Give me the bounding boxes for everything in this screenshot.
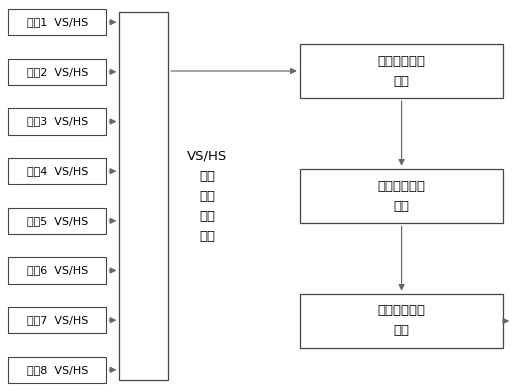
Text: 通道2  VS/HS: 通道2 VS/HS	[27, 67, 88, 77]
FancyBboxPatch shape	[8, 307, 107, 334]
Text: 通道7  VS/HS: 通道7 VS/HS	[27, 315, 88, 325]
FancyBboxPatch shape	[300, 294, 504, 348]
FancyBboxPatch shape	[8, 357, 107, 383]
Text: 数据组合转换
模块: 数据组合转换 模块	[377, 180, 425, 212]
Text: 通道4  VS/HS: 通道4 VS/HS	[27, 166, 88, 176]
Text: 通道5  VS/HS: 通道5 VS/HS	[27, 216, 88, 226]
FancyBboxPatch shape	[8, 9, 107, 35]
FancyBboxPatch shape	[119, 13, 168, 379]
FancyBboxPatch shape	[8, 158, 107, 185]
FancyBboxPatch shape	[300, 169, 504, 223]
Text: 通道8  VS/HS: 通道8 VS/HS	[27, 365, 88, 375]
FancyBboxPatch shape	[8, 58, 107, 85]
FancyBboxPatch shape	[8, 207, 107, 234]
FancyBboxPatch shape	[8, 257, 107, 284]
Text: 数据定时传输
模块: 数据定时传输 模块	[377, 305, 425, 338]
FancyBboxPatch shape	[8, 108, 107, 135]
Text: 通道1  VS/HS: 通道1 VS/HS	[27, 17, 88, 27]
FancyBboxPatch shape	[300, 44, 504, 98]
Text: 通道3  VS/HS: 通道3 VS/HS	[27, 116, 88, 127]
Text: VS/HS
信号
判断
处理
模块: VS/HS 信号 判断 处理 模块	[187, 149, 227, 243]
Text: 通道状态生成
模块: 通道状态生成 模块	[377, 54, 425, 87]
Text: 通道6  VS/HS: 通道6 VS/HS	[27, 265, 88, 276]
